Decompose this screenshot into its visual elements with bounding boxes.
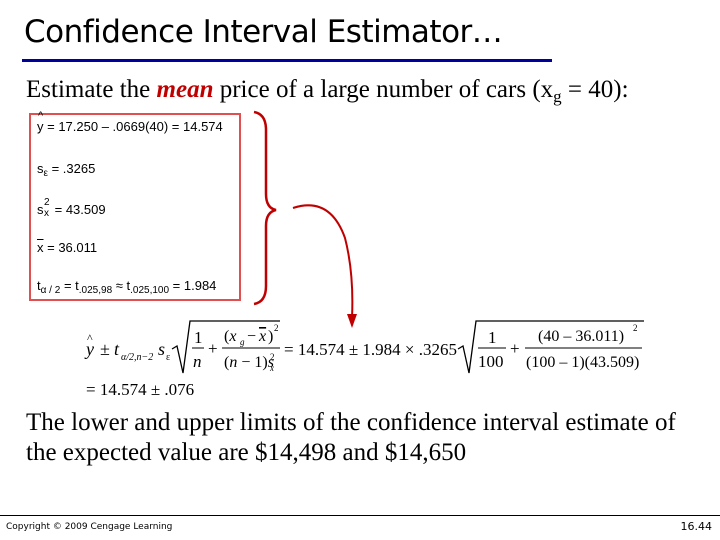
svg-text:t: t <box>114 339 120 359</box>
copyright-text: Copyright © 2009 Cengage Learning <box>6 522 173 532</box>
svg-text:+: + <box>510 339 520 358</box>
svg-text:2: 2 <box>633 323 638 333</box>
subtitle-subscript: g <box>553 87 562 106</box>
t-end: = 1.984 <box>169 278 217 293</box>
frac2-denominator: (100 – 1)(43.509) <box>526 354 639 371</box>
svg-text:g: g <box>240 337 245 347</box>
svg-text:y: y <box>84 339 94 359</box>
svg-text:s: s <box>158 339 165 359</box>
yhat-expr: = 17.250 – .0669(40) = 14.574 <box>47 119 223 134</box>
page-number: 16.44 <box>680 520 713 533</box>
xbar-symbol: x <box>37 240 44 255</box>
t-mid: = t <box>63 278 79 293</box>
title-underline <box>22 59 552 62</box>
svg-text:±: ± <box>100 339 110 359</box>
slide-subtitle: Estimate the mean price of a large numbe… <box>26 76 629 107</box>
xbar-expr: = 36.011 <box>47 240 98 255</box>
svg-text:(n − 1)s: (n − 1)s <box>224 354 274 371</box>
formula-numeric-mid: = 14.574 ± 1.984 × .3265 <box>284 340 457 359</box>
stat-se: sε = .3265 <box>37 161 95 179</box>
svg-text:−: − <box>247 328 256 345</box>
subtitle-after: price of a large number of cars (x <box>213 76 554 103</box>
stat-t: tα / 2 = t.025,98 ≈ t.025,100 = 1.984 <box>37 278 216 296</box>
frac1-denominator: 100 <box>478 352 504 371</box>
slide-title: Confidence Interval Estimator… <box>24 14 503 50</box>
se-symbol: sε <box>37 161 48 179</box>
confidence-interval-formula: y ^ ± t α/2,n−2 s ε 1 n + (x g − x ) 2 (… <box>84 320 644 374</box>
subtitle-before: Estimate the <box>26 76 157 103</box>
stat-xbar: x = 36.011 <box>37 240 97 255</box>
formula-result: = 14.574 ± .076 <box>86 380 195 399</box>
conclusion-text: The lower and upper limits of the confid… <box>26 409 676 466</box>
subtitle-end: = 40): <box>561 76 629 103</box>
svg-text:2: 2 <box>270 352 275 362</box>
t-symbol: tα / 2 <box>37 278 61 296</box>
footer-divider <box>0 515 720 516</box>
stat-yhat: y ^ = 17.250 – .0669(40) = 14.574 <box>37 110 223 134</box>
svg-text:α/2,n−2: α/2,n−2 <box>121 352 153 363</box>
svg-text:+: + <box>208 339 218 358</box>
svg-text:(x: (x <box>224 328 236 345</box>
svg-text:2: 2 <box>274 323 279 333</box>
t-approx: ≈ t <box>112 278 131 293</box>
frac1-numerator: 1 <box>488 328 497 347</box>
se-expr: = .3265 <box>51 161 96 176</box>
svg-text:1: 1 <box>194 328 203 347</box>
subtitle-emphasis: mean <box>156 76 214 103</box>
curved-arrow-icon <box>292 204 357 328</box>
svg-text:n: n <box>193 352 202 371</box>
sx2-expr: = 43.509 <box>54 202 106 217</box>
given-values-box <box>29 113 241 301</box>
curly-brace-icon <box>253 110 277 306</box>
yhat-symbol: y ^ <box>37 110 44 134</box>
svg-text:x: x <box>258 328 266 345</box>
t-sub1: .025,98 <box>78 285 113 296</box>
svg-text:x: x <box>269 363 274 373</box>
svg-text:ε: ε <box>166 352 170 363</box>
frac2-numerator: (40 – 36.011) <box>538 328 624 345</box>
svg-text:): ) <box>268 328 273 345</box>
t-sub2: .025,100 <box>130 285 170 296</box>
svg-text:^: ^ <box>87 331 93 345</box>
